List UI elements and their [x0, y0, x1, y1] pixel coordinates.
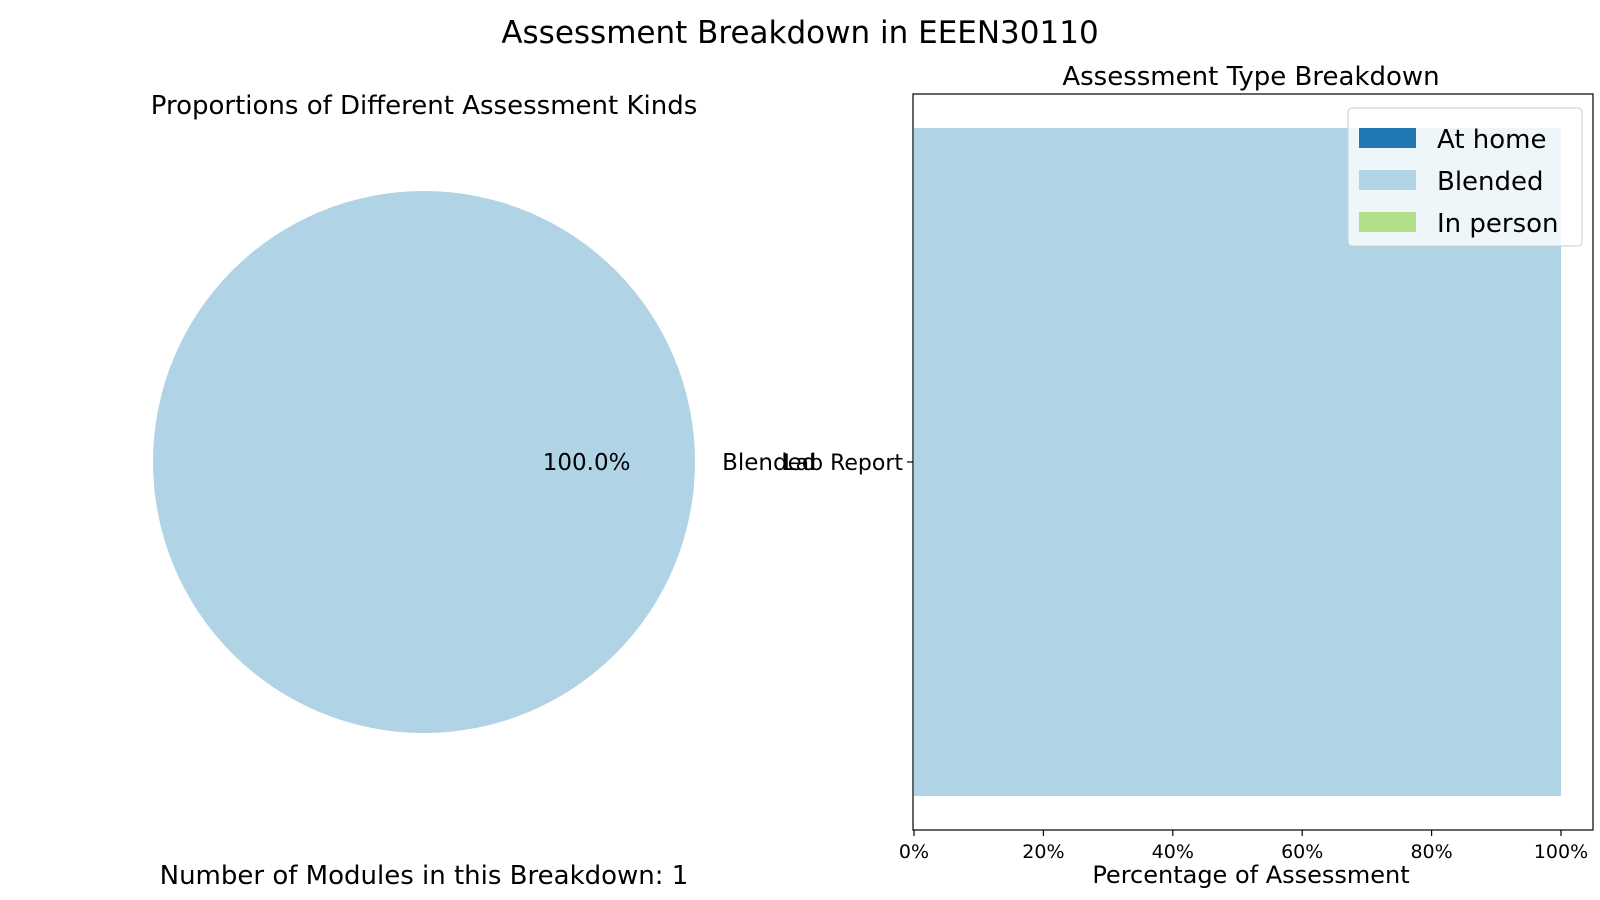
bar-title: Assessment Type Breakdown [1062, 62, 1439, 92]
bar-chart: Assessment Type Breakdown 0% 20% 40% 60% 80%… [783, 62, 1594, 889]
x-tick-label: 80% [1410, 841, 1452, 863]
pie-title: Proportions of Different Assessment Kind… [151, 91, 698, 121]
x-tick-label: 60% [1281, 841, 1323, 863]
y-axis: Lab Report [783, 451, 913, 476]
legend-label-in-person: In person [1437, 209, 1559, 239]
figure-title: Assessment Breakdown in EEEN30110 [501, 15, 1098, 51]
legend-label-at-home: At home [1437, 125, 1547, 155]
legend-label-blended: Blended [1437, 167, 1544, 197]
pie-slice-blended [153, 191, 695, 733]
pie-pct-blended: 100.0% [543, 450, 631, 476]
pie-chart: Proportions of Different Assessment Kind… [151, 91, 816, 733]
legend-swatch-in-person [1359, 212, 1416, 232]
pie-label-blended: Blended [722, 450, 816, 476]
module-count-label: Number of Modules in this Breakdown: 1 [160, 861, 689, 891]
x-axis: 0% 20% 40% 60% 80% 100% [899, 830, 1588, 863]
x-tick-label: 20% [1022, 841, 1064, 863]
x-tick-label: 100% [1534, 841, 1588, 863]
x-tick-label: 40% [1152, 841, 1194, 863]
y-tick-label-lab-report: Lab Report [783, 451, 903, 476]
legend: At home Blended In person [1347, 107, 1583, 247]
legend-swatch-blended [1359, 170, 1416, 190]
pie-slices: Blended 100.0% [153, 191, 816, 733]
x-tick-label: 0% [899, 841, 929, 863]
x-axis-label: Percentage of Assessment [1092, 861, 1409, 889]
legend-swatch-at-home [1359, 128, 1416, 148]
